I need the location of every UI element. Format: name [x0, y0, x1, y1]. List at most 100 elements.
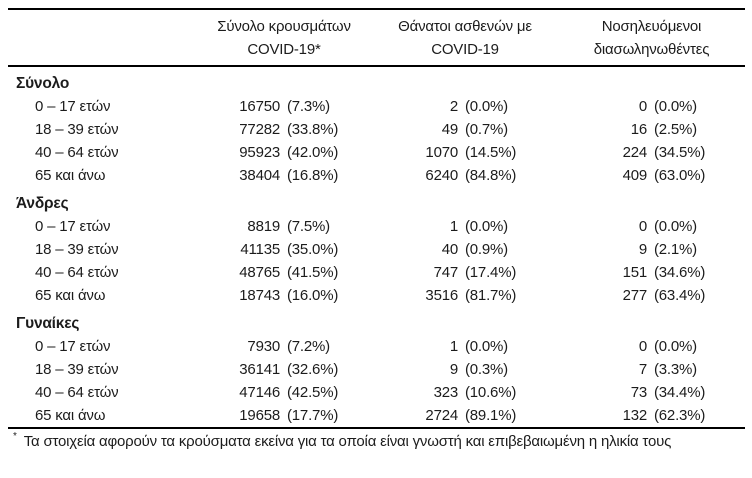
- deaths-cell: 2 (0.0%): [398, 98, 568, 115]
- intubated-count: 277: [622, 287, 648, 304]
- cases-cell: 95923 (42.0%): [178, 144, 398, 161]
- intubated-pct: (34.4%): [654, 384, 706, 401]
- deaths-cell: 747 (17.4%): [398, 264, 568, 281]
- intubated-cell: 151 (34.6%): [568, 264, 745, 281]
- header-intubated-line2: διασωληνωθέντες: [593, 41, 710, 58]
- intubated-count: 16: [630, 121, 647, 138]
- intubated-cell: 73 (34.4%): [568, 384, 745, 401]
- cases-cell: 8819 (7.5%): [178, 218, 398, 235]
- section-title: Σύνολο: [16, 75, 70, 92]
- deaths-cell: 1 (0.0%): [398, 218, 568, 235]
- intubated-count: 409: [622, 167, 648, 184]
- intubated-pct: (63.4%): [654, 287, 706, 304]
- header-total-cases: Σύνολο κρουσμάτων COVID-19*: [178, 15, 398, 61]
- age-group-label: 65 και άνω: [35, 167, 106, 184]
- table-row: 0 – 17 ετών 8819 (7.5%) 1 (0.0%) 0 (0.0%…: [8, 215, 745, 238]
- section-header-row: Άνδρες: [8, 187, 745, 215]
- intubated-cell: 9 (2.1%): [568, 241, 745, 258]
- table-row: 65 και άνω 19658 (17.7%) 2724 (89.1%) 13…: [8, 404, 745, 427]
- deaths-pct: (0.7%): [465, 121, 508, 138]
- table-header-rule: [8, 65, 745, 67]
- cases-cell: 41135 (35.0%): [178, 241, 398, 258]
- cases-count: 41135: [240, 241, 280, 258]
- intubated-count: 0: [638, 98, 647, 115]
- table-row: 65 και άνω 18743 (16.0%) 3516 (81.7%) 27…: [8, 284, 745, 307]
- intubated-cell: 132 (62.3%): [568, 407, 745, 424]
- cases-cell: 48765 (41.5%): [178, 264, 398, 281]
- deaths-pct: (14.5%): [465, 144, 517, 161]
- cases-count: 77282: [239, 121, 280, 138]
- cases-pct: (41.5%): [287, 264, 339, 281]
- age-group-label: 40 – 64 ετών: [35, 144, 119, 161]
- cases-cell: 77282 (33.8%): [178, 121, 398, 138]
- header-deaths: Θάνατοι ασθενών με COVID-19: [398, 15, 568, 61]
- table-row: 0 – 17 ετών 7930 (7.2%) 1 (0.0%) 0 (0.0%…: [8, 335, 745, 358]
- table-row: 40 – 64 ετών 48765 (41.5%) 747 (17.4%) 1…: [8, 261, 745, 284]
- deaths-pct: (10.6%): [465, 384, 517, 401]
- cases-count: 16750: [239, 98, 280, 115]
- cases-cell: 7930 (7.2%): [178, 338, 398, 355]
- intubated-cell: 224 (34.5%): [568, 144, 745, 161]
- intubated-pct: (34.6%): [654, 264, 706, 281]
- cases-count: 7930: [247, 338, 280, 355]
- deaths-pct: (0.0%): [465, 338, 508, 355]
- footnote-text: Τα στοιχεία αφορούν τα κρούσματα εκείνα …: [23, 433, 672, 450]
- age-group-label: 18 – 39 ετών: [35, 121, 119, 138]
- intubated-pct: (3.3%): [654, 361, 697, 378]
- cases-pct: (42.0%): [287, 144, 339, 161]
- deaths-cell: 3516 (81.7%): [398, 287, 568, 304]
- intubated-cell: 0 (0.0%): [568, 218, 745, 235]
- header-deaths-line1: Θάνατοι ασθενών με: [398, 18, 532, 35]
- intubated-cell: 409 (63.0%): [568, 167, 745, 184]
- intubated-cell: 7 (3.3%): [568, 361, 745, 378]
- section-header-row: Σύνολο: [8, 67, 745, 95]
- cases-count: 95923: [239, 144, 280, 161]
- cases-cell: 36141 (32.6%): [178, 361, 398, 378]
- age-group-label: 40 – 64 ετών: [35, 264, 119, 281]
- age-group-label: 0 – 17 ετών: [35, 338, 111, 355]
- intubated-pct: (0.0%): [654, 218, 697, 235]
- deaths-count: 2724: [425, 407, 458, 424]
- footnote-asterisk: *: [13, 431, 17, 442]
- deaths-pct: (89.1%): [465, 407, 517, 424]
- deaths-cell: 40 (0.9%): [398, 241, 568, 258]
- section-title: Άνδρες: [16, 195, 69, 212]
- cases-pct: (7.3%): [287, 98, 330, 115]
- intubated-pct: (0.0%): [654, 338, 697, 355]
- deaths-count: 6240: [425, 167, 458, 184]
- header-intubated-line1: Νοσηλευόμενοι: [601, 18, 702, 35]
- cases-cell: 18743 (16.0%): [178, 287, 398, 304]
- age-group-label: 65 και άνω: [35, 407, 106, 424]
- age-group-label: 0 – 17 ετών: [35, 218, 111, 235]
- cases-cell: 19658 (17.7%): [178, 407, 398, 424]
- covid-age-table-page: Σύνολο κρουσμάτων COVID-19* Θάνατοι ασθε…: [0, 8, 752, 478]
- intubated-pct: (2.1%): [654, 241, 697, 258]
- age-group-label: 18 – 39 ετών: [35, 361, 119, 378]
- table-row: 40 – 64 ετών 47146 (42.5%) 323 (10.6%) 7…: [8, 381, 745, 404]
- intubated-count: 132: [622, 407, 648, 424]
- intubated-count: 73: [630, 384, 647, 401]
- deaths-count: 3516: [425, 287, 458, 304]
- intubated-pct: (63.0%): [654, 167, 706, 184]
- cases-pct: (42.5%): [287, 384, 339, 401]
- cases-count: 36141: [239, 361, 280, 378]
- cases-count: 19658: [239, 407, 280, 424]
- header-total-cases-line2: COVID-19*: [247, 41, 321, 58]
- intubated-cell: 0 (0.0%): [568, 338, 745, 355]
- intubated-pct: (62.3%): [654, 407, 706, 424]
- intubated-cell: 277 (63.4%): [568, 287, 745, 304]
- cases-pct: (7.5%): [287, 218, 330, 235]
- intubated-pct: (34.5%): [654, 144, 706, 161]
- table-bottom-rule: [8, 427, 745, 429]
- header-deaths-line2: COVID-19: [431, 41, 499, 58]
- table-footnote: * Τα στοιχεία αφορούν τα κρούσματα εκείνα…: [13, 431, 752, 451]
- age-group-label: 0 – 17 ετών: [35, 98, 111, 115]
- table-top-rule: [8, 8, 745, 10]
- table-body: Σύνολο 0 – 17 ετών 16750 (7.3%) 2 (0.0%)…: [0, 67, 752, 427]
- deaths-count: 9: [449, 361, 458, 378]
- cases-cell: 16750 (7.3%): [178, 98, 398, 115]
- deaths-count: 1070: [425, 144, 458, 161]
- age-group-label: 18 – 39 ετών: [35, 241, 119, 258]
- deaths-pct: (0.3%): [465, 361, 508, 378]
- cases-count: 18743: [239, 287, 280, 304]
